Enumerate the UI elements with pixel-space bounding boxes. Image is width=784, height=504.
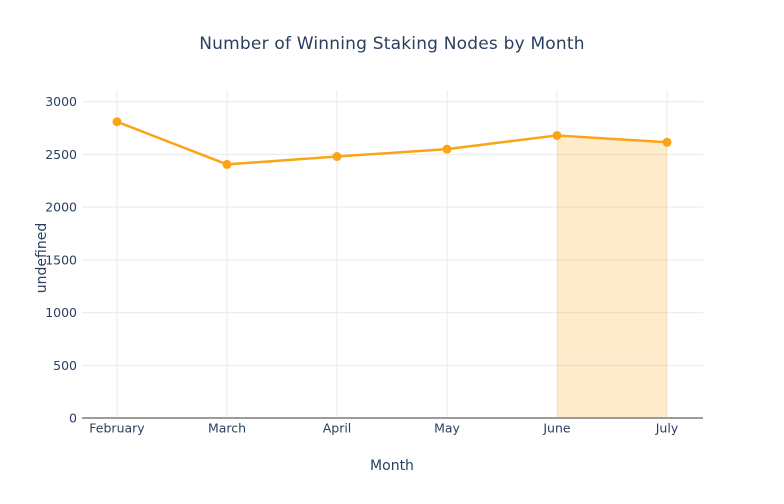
data-point-marker[interactable] xyxy=(112,117,122,127)
data-point-marker[interactable] xyxy=(552,130,562,140)
y-tick-label: 2500 xyxy=(45,147,77,162)
x-tick-label: April xyxy=(323,421,352,436)
x-tick-label: July xyxy=(655,421,679,436)
x-tick-label: June xyxy=(542,421,571,436)
y-tick-label: 0 xyxy=(69,411,77,426)
y-tick-label: 1000 xyxy=(45,305,77,320)
y-tick-label: 2000 xyxy=(45,200,77,215)
y-tick-label: 500 xyxy=(53,358,77,373)
x-tick-label: March xyxy=(208,421,246,436)
x-tick-label: May xyxy=(434,421,460,436)
y-tick-label: 1500 xyxy=(45,252,77,267)
chart-title: Number of Winning Staking Nodes by Month xyxy=(199,34,585,54)
y-axis-title: undefined xyxy=(34,222,50,294)
data-point-marker[interactable] xyxy=(442,144,452,154)
data-point-marker[interactable] xyxy=(662,137,672,147)
data-point-marker[interactable] xyxy=(332,152,342,162)
highlight-band xyxy=(557,135,667,418)
y-tick-label: 3000 xyxy=(45,94,77,109)
series-line xyxy=(115,120,669,166)
data-point-marker[interactable] xyxy=(222,159,232,169)
x-tick-label: February xyxy=(89,421,145,436)
x-axis-title: Month xyxy=(370,458,414,474)
